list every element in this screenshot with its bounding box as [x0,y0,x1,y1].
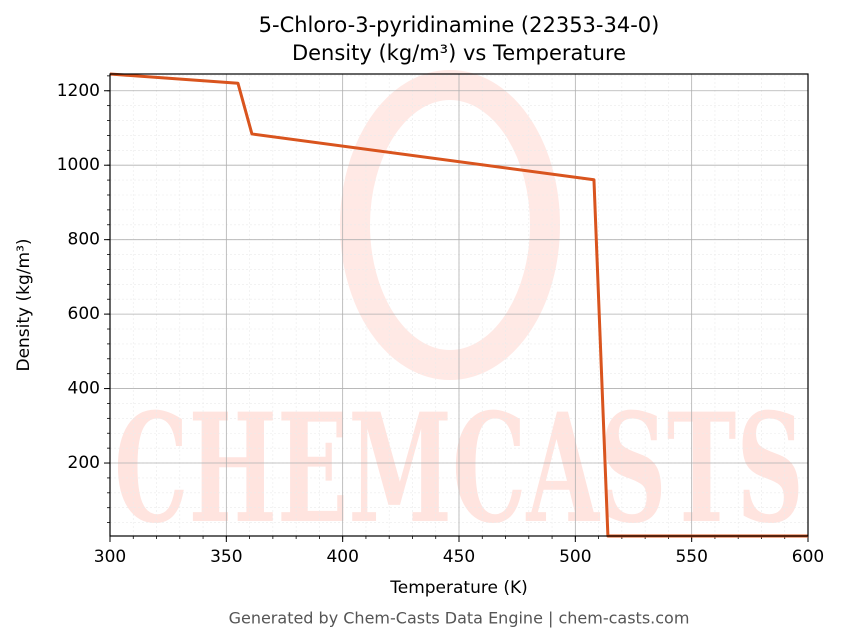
chart-subtitle: Density (kg/m³) vs Temperature [292,41,626,65]
x-tick-label: 400 [326,547,358,567]
y-tick-label: 600 [68,304,100,324]
plot-frame [109,73,809,537]
y-tick-label: 400 [68,379,100,399]
y-axis-label: Density (kg/m³) [14,238,34,371]
x-tick-label: 500 [559,547,591,567]
chart-title: 5-Chloro-3-pyridinamine (22353-34-0) [259,13,660,37]
x-axis-label: Temperature (K) [389,578,528,598]
x-tick-label: 600 [792,547,824,567]
footer: Generated by Chem-Casts Data Engine | ch… [229,609,690,628]
y-tick-label: 200 [68,453,100,473]
y-tick-label: 800 [68,230,100,250]
y-tick-label: 1200 [57,81,100,101]
x-tick-label: 350 [210,547,242,567]
x-tick-label: 550 [675,547,707,567]
x-tick-label: 450 [443,547,475,567]
y-tick-label: 1000 [57,155,100,175]
x-tick-label: 300 [94,547,126,567]
